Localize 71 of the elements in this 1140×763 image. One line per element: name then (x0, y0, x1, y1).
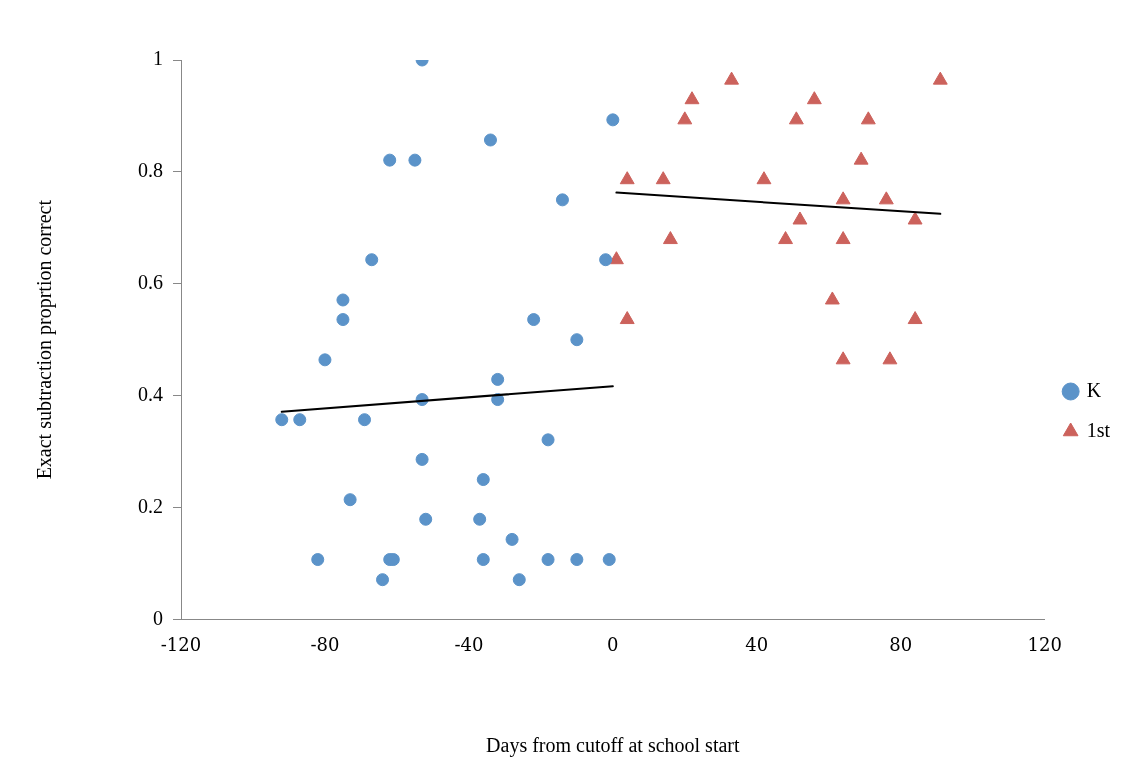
point (609, 251, 624, 265)
point (932, 71, 948, 85)
point (505, 532, 519, 546)
y-tick-label: 0 (153, 606, 163, 629)
point (619, 311, 635, 325)
y-tick-label: 0.6 (138, 271, 163, 294)
point (824, 291, 840, 305)
point (336, 313, 350, 327)
point (684, 91, 700, 105)
y-tick-label: 0.4 (138, 382, 163, 405)
point (473, 512, 487, 526)
point (619, 171, 635, 185)
point (527, 313, 541, 327)
point (835, 351, 851, 365)
point (570, 333, 584, 347)
x-tick-label: 40 (745, 633, 769, 655)
point (853, 151, 869, 165)
legend-label: 1st (1086, 418, 1111, 441)
legend-label: K (1086, 378, 1102, 401)
point (778, 231, 793, 245)
point (835, 191, 851, 205)
point (415, 452, 429, 466)
point (878, 191, 894, 205)
point (756, 171, 772, 185)
point (512, 573, 526, 587)
point (483, 133, 497, 147)
point (570, 553, 584, 567)
x-tick-label: -80 (310, 633, 340, 655)
point (792, 211, 808, 225)
point (408, 153, 422, 167)
point (599, 253, 613, 267)
point (318, 353, 332, 367)
point (907, 311, 923, 325)
point (662, 231, 678, 245)
point (358, 413, 372, 427)
x-tick-label: -120 (160, 633, 202, 655)
point (806, 91, 822, 105)
y-tick-label: 0.8 (138, 159, 163, 182)
point (555, 193, 569, 207)
point (541, 553, 555, 567)
point (343, 493, 357, 507)
x-tick-label: 120 (1027, 633, 1062, 655)
point (293, 413, 307, 427)
y-tick-label: 1 (153, 47, 163, 70)
point (376, 573, 390, 587)
point (541, 433, 555, 447)
point (491, 372, 505, 386)
point (336, 293, 350, 307)
point (365, 253, 379, 267)
point (476, 553, 490, 567)
x-tick-label: 80 (889, 633, 913, 655)
x-tick-label: -40 (454, 633, 484, 655)
x-axis-title: Days from cutoff at school start (486, 734, 740, 758)
point (311, 553, 325, 567)
point (419, 512, 433, 526)
point (835, 231, 851, 245)
point (724, 71, 740, 85)
y-tick-label: 0.2 (138, 494, 163, 517)
point (602, 553, 616, 567)
point (882, 351, 898, 365)
point (606, 113, 620, 127)
point (677, 111, 693, 125)
point (788, 111, 804, 125)
y-axis-title: Exact subtraction proprtion correct (33, 199, 57, 480)
point (655, 171, 671, 185)
point (275, 413, 289, 427)
point (383, 153, 397, 167)
point (476, 473, 490, 487)
point (860, 111, 876, 125)
x-tick-label: 0 (607, 633, 619, 655)
point (907, 211, 923, 225)
